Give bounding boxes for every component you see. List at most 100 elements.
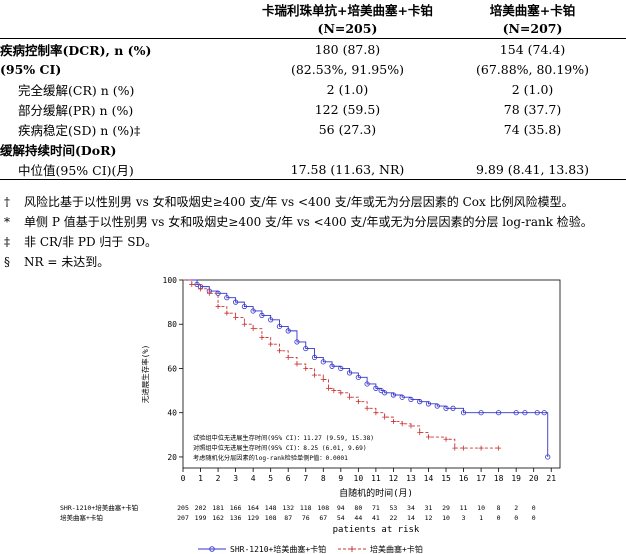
series-2-point: [189, 281, 195, 287]
risk-value: 22: [390, 514, 398, 522]
row-label: 缓解持续时间(DoR): [0, 142, 117, 158]
series-2-point: [303, 365, 309, 371]
x-tick-label: 14: [424, 474, 434, 483]
annotation-text: 对照组中位无进展生存时间(95% CI)：8.25 (6.01, 9.69): [193, 444, 367, 452]
row-value-a: 2 (1.0): [326, 81, 369, 97]
series-2-point: [425, 434, 431, 440]
series-2-point: [373, 410, 379, 416]
risk-value: 34: [407, 504, 415, 512]
footnote: § NR = 未达到。: [4, 253, 109, 270]
series-2-point: [268, 341, 274, 347]
row-value-b: 2 (1.0): [511, 81, 554, 97]
series-1-point: [268, 317, 274, 323]
risk-table-title: patients at risk: [333, 525, 420, 535]
x-tick-label: 20: [529, 474, 539, 483]
risk-value: 207: [177, 514, 189, 522]
series-2-point: [326, 385, 332, 391]
series-2-point: [338, 390, 344, 396]
dcr-table: 卡瑞利珠单抗+培美曲塞+卡铂 培美曲塞+卡铂 (N=205) (N=207) 疾…: [0, 0, 626, 180]
annotation-text: 试验组中位无进展生存时间(95% CI)：11.27 (9.59, 15.38): [193, 434, 374, 442]
series-1-point: [534, 410, 540, 416]
row-label: 完全缓解(CR) n (%): [18, 82, 135, 98]
risk-value: 71: [372, 504, 380, 512]
risk-value: 129: [247, 514, 259, 522]
x-tick-label: 6: [286, 474, 291, 483]
risk-value: 44: [354, 514, 362, 522]
table-row: 疾病稳定(SD) n (%)‡ 56 (27.3) 74 (35.8): [0, 119, 626, 139]
row-value-a: 56 (27.3): [318, 121, 377, 137]
series-2-point: [443, 436, 449, 442]
series-1-point: [425, 401, 432, 407]
row-value-a: 122 (59.5): [314, 101, 381, 117]
footnote-symbol: *: [4, 215, 10, 229]
y-tick-label: 80: [167, 320, 177, 329]
x-tick-label: 9: [338, 474, 343, 483]
x-tick-label: 5: [268, 474, 273, 483]
series-1-point: [541, 410, 547, 416]
series-1-point: [338, 365, 344, 372]
x-tick-label: 13: [406, 474, 416, 483]
series-1-point: [355, 374, 361, 380]
risk-value: 10: [442, 514, 450, 522]
series-1-point: [478, 410, 484, 416]
series-2-point: [276, 348, 282, 354]
risk-value: 0: [532, 514, 536, 522]
risk-row-label: SHR-1210+培美曲塞+卡铂: [60, 503, 138, 512]
series-1-point: [285, 328, 291, 334]
row-value-a: (82.53%, 91.95%): [290, 61, 404, 77]
y-tick-label: 40: [167, 409, 177, 418]
annotation-text: 考虑随机化分层因素的log-rank检验单侧P值：0.0001: [193, 454, 348, 462]
series-1-point: [276, 323, 283, 330]
series-1-point: [303, 345, 309, 352]
series-2-point: [461, 445, 467, 451]
risk-value: 0: [497, 514, 501, 522]
series-2-point: [320, 377, 326, 383]
series-2-point: [198, 286, 204, 292]
x-tick-label: 15: [441, 474, 451, 483]
col3-header-line1: 培美曲塞+卡铂: [489, 3, 576, 18]
risk-value: 148: [265, 504, 277, 512]
row-value-b: 154 (74.4): [499, 41, 566, 57]
series-2-point: [259, 335, 265, 341]
risk-value: 3: [462, 514, 466, 522]
risk-value: 1: [479, 514, 483, 522]
series-2-point: [233, 315, 239, 321]
x-tick-label: 18: [494, 474, 504, 483]
series-1-point: [233, 299, 239, 305]
series-1-point: [311, 354, 318, 361]
series-2-point: [390, 419, 396, 425]
series-1-point: [259, 312, 265, 318]
series-1-point: [373, 385, 379, 391]
row-value-b: 74 (35.8): [503, 121, 562, 137]
footnote: * 单侧 P 值基于以性别男 vs 女和吸烟史≥400 支/年 vs <400 支…: [4, 213, 593, 230]
y-tick-label: 60: [167, 364, 177, 373]
series-2-point: [250, 326, 256, 332]
series-1-point: [496, 410, 502, 416]
row-label: 部分缓解(PR) n (%): [18, 102, 134, 118]
series-2-point: [355, 399, 361, 405]
series-1-point: [320, 359, 326, 365]
legend-marker-series-1: [209, 546, 215, 552]
series-1-point: [294, 339, 300, 345]
legend-marker-series-2: [349, 546, 355, 552]
series-2-point: [206, 290, 212, 296]
footnote: ‡ 非 CR/非 PD 归于 SD。: [4, 233, 157, 250]
table-row: 疾病控制率(DCR), n (%) 180 (87.8) 154 (74.4): [0, 39, 626, 60]
row-label: 疾病控制率(DCR), n (%): [0, 42, 152, 58]
x-tick-label: 17: [476, 474, 486, 483]
risk-value: 12: [425, 514, 433, 522]
series-1-point: [224, 295, 230, 301]
series-2-point: [347, 394, 353, 400]
row-value-a: [256, 139, 439, 159]
risk-value: 136: [230, 514, 242, 522]
series-2-point: [312, 372, 318, 378]
risk-value: 118: [300, 504, 312, 512]
series-2-point: [399, 421, 405, 427]
series-1-point: [390, 392, 397, 398]
row-value-b: 9.89 (8.41, 13.83): [439, 159, 626, 180]
risk-value: 199: [195, 514, 207, 522]
risk-value: 2: [514, 504, 518, 512]
row-value-b: 78 (37.7): [503, 101, 562, 117]
risk-value: 132: [282, 504, 294, 512]
